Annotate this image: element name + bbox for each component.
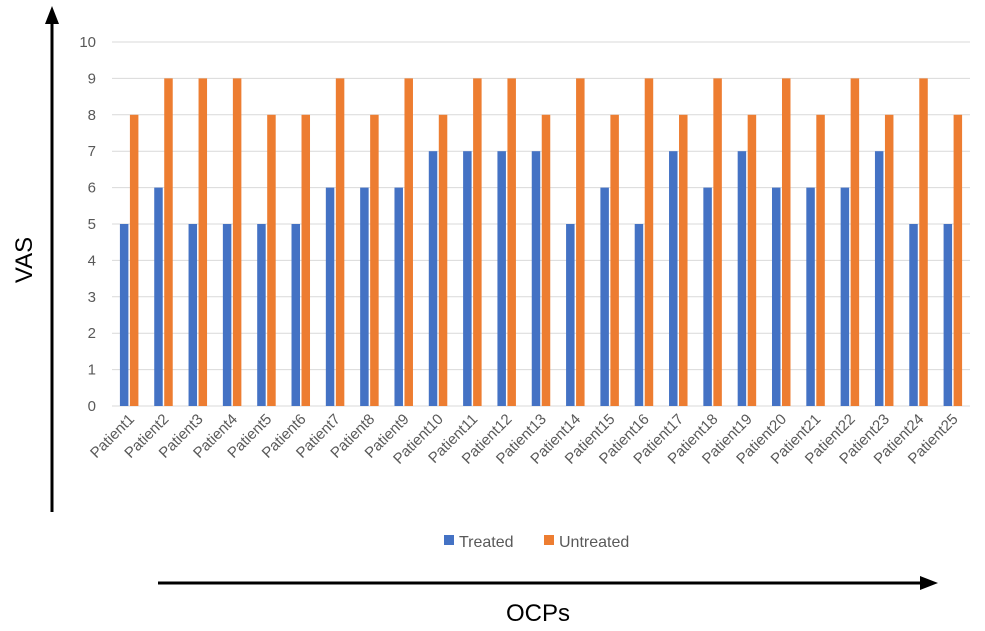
bar-treated-13 [531,151,541,406]
legend-swatch-untreated [544,535,554,545]
bar-untreated-23 [884,114,894,407]
y-tick-2: 2 [88,325,96,342]
gridlines [112,41,970,407]
bar-untreated-13 [541,114,551,407]
legend-label-treated: Treated [459,534,514,551]
y-tick-5: 5 [88,216,96,233]
y-tick-labels: 0 1 2 3 4 5 6 7 8 9 10 [79,34,96,415]
x-axis-arrow [158,576,938,590]
bar-untreated-15 [610,114,619,407]
bar-treated-11 [463,151,472,406]
bar-untreated-21 [816,114,825,407]
bar-treated-25 [943,224,953,406]
bar-treated-4 [222,224,232,406]
x-axis-title: OCPs [506,600,570,627]
y-tick-3: 3 [88,289,96,306]
bars [119,78,963,407]
bar-untreated-2 [164,78,173,407]
bar-treated-8 [360,187,369,406]
y-tick-10: 10 [79,34,96,51]
bar-untreated-12 [507,78,516,407]
bar-treated-5 [257,224,266,406]
y-tick-1: 1 [88,362,96,379]
bar-untreated-3 [198,78,208,407]
y-tick-7: 7 [88,143,96,160]
bar-treated-22 [840,187,850,406]
bar-treated-3 [188,224,198,406]
legend: Treated Untreated [444,534,629,551]
bar-untreated-24 [919,78,928,407]
bar-treated-1 [119,224,129,406]
bar-untreated-4 [232,78,242,407]
bar-untreated-11 [473,78,482,407]
y-tick-8: 8 [88,107,96,124]
bar-untreated-5 [267,114,276,407]
y-tick-4: 4 [88,252,96,269]
bar-untreated-22 [850,78,860,407]
bar-treated-21 [806,187,815,406]
y-tick-0: 0 [88,398,96,415]
bar-treated-6 [291,224,301,406]
legend-swatch-treated [444,535,454,545]
bar-treated-18 [703,187,712,406]
bar-treated-17 [669,151,678,406]
bar-treated-20 [771,187,781,406]
y-tick-6: 6 [88,180,96,197]
bar-untreated-20 [781,78,791,407]
bar-untreated-17 [679,114,688,407]
y-tick-9: 9 [88,70,96,87]
bar-treated-14 [566,224,575,406]
legend-label-untreated: Untreated [559,534,629,551]
bar-treated-23 [874,151,884,406]
y-axis-title: VAS [11,237,38,283]
bar-untreated-7 [335,78,345,407]
bar-untreated-8 [370,114,379,407]
bar-untreated-16 [644,78,654,407]
bar-untreated-1 [129,114,139,407]
bar-untreated-9 [404,78,413,407]
bar-treated-16 [634,224,644,406]
bar-treated-19 [737,151,747,406]
y-axis-arrow [45,6,59,512]
bar-treated-24 [909,224,918,406]
bar-treated-15 [600,187,609,406]
bar-untreated-6 [301,114,311,407]
bar-untreated-19 [747,114,757,407]
bar-untreated-25 [953,114,963,407]
x-tick-labels: Patient1Patient2Patient3Patient4Patient5… [87,411,962,468]
bar-untreated-18 [713,78,722,407]
bar-treated-10 [428,151,438,406]
bar-treated-12 [497,151,506,406]
bar-treated-9 [394,187,403,406]
bar-treated-2 [154,187,163,406]
bar-untreated-10 [438,114,448,407]
bar-untreated-14 [576,78,585,407]
bar-treated-7 [325,187,335,406]
